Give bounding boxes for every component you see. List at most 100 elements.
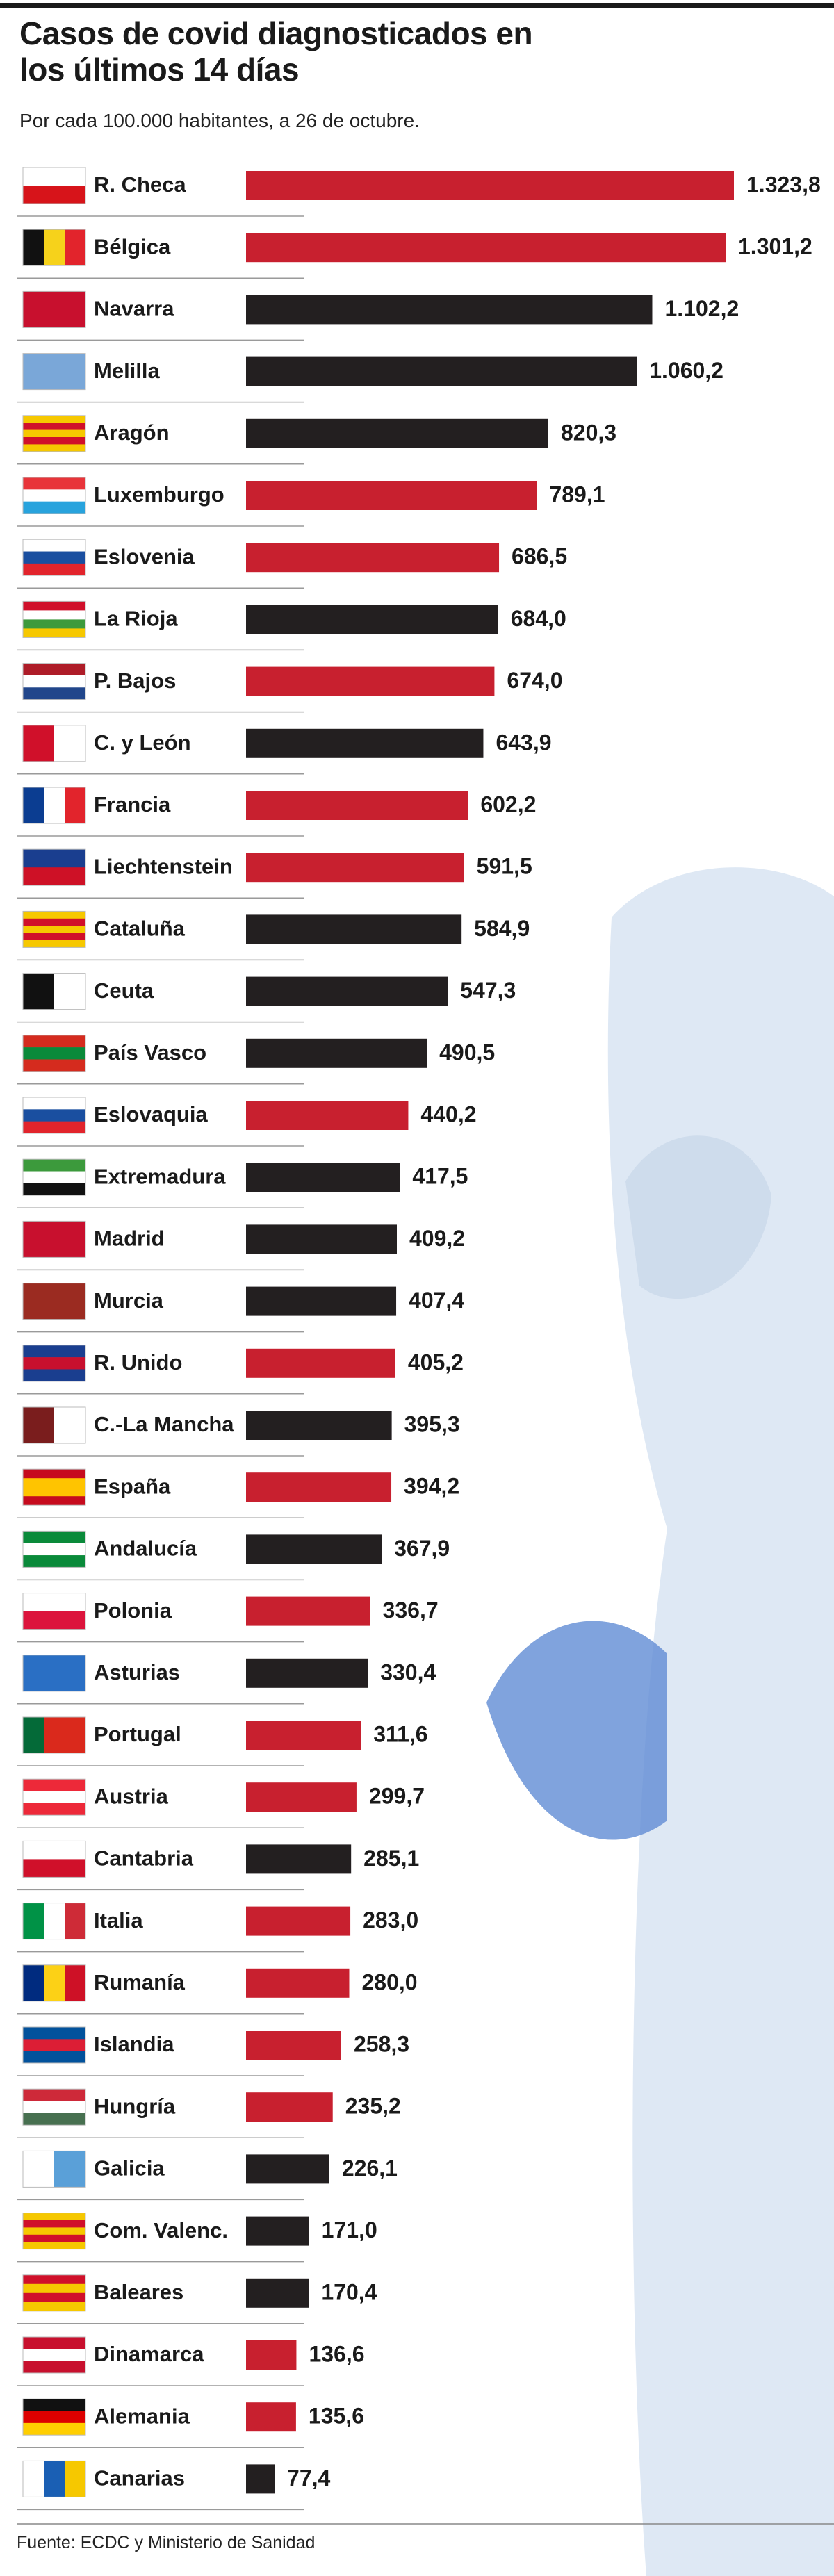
- bar: [246, 481, 537, 510]
- flag-border: [22, 353, 86, 391]
- source-note: Fuente: ECDC y Ministerio de Sanidad: [17, 2533, 316, 2552]
- flag-stripe: [23, 1903, 44, 1939]
- bar: [246, 1968, 350, 1998]
- flag-border: [22, 1964, 86, 2002]
- flag-stripe: [23, 1035, 85, 1048]
- flag-stripe: [23, 1496, 85, 1506]
- flag-border: [22, 415, 86, 452]
- flag-stripe: [23, 1047, 85, 1060]
- category-label: Portugal: [94, 1722, 181, 1746]
- flag-stripe: [23, 167, 85, 186]
- flag-stripe: [23, 429, 85, 438]
- bar: [246, 2402, 296, 2432]
- value-label: 602,2: [480, 791, 536, 817]
- flag-stripe: [23, 2213, 85, 2221]
- flag-stripe: [23, 1221, 85, 1258]
- flag-border: [22, 1903, 86, 1940]
- flag-stripe: [23, 2422, 85, 2436]
- category-label: Eslovenia: [94, 544, 195, 568]
- value-label: 1.301,2: [738, 234, 812, 259]
- value-label: 547,3: [460, 978, 516, 1003]
- flag-stripe: [23, 1121, 85, 1134]
- row: Murcia 407,4: [17, 1283, 464, 1333]
- flag-stripe: [23, 2151, 55, 2188]
- category-label: Galicia: [94, 2156, 165, 2181]
- bar: [246, 1472, 392, 1502]
- flag-stripe: [23, 1841, 85, 1860]
- bar: [246, 1906, 351, 1936]
- row: Cantabria 285,1: [17, 1840, 419, 1891]
- flag-stripe: [23, 1171, 85, 1184]
- bar: [246, 791, 468, 820]
- flag-stripe: [23, 2399, 85, 2411]
- row: País Vasco 490,5: [17, 1035, 495, 1085]
- flag-stripe: [23, 687, 85, 700]
- flag-stripe: [23, 911, 85, 919]
- category-label: Navarra: [94, 297, 174, 321]
- bar: [246, 1844, 352, 1874]
- flag-border: [22, 600, 86, 638]
- flag-stripe: [23, 2234, 85, 2242]
- row: Baleares 170,4: [17, 2274, 377, 2324]
- flag-border: [22, 1035, 86, 1072]
- value-label: 283,0: [363, 1908, 418, 1933]
- flag-border: [22, 1097, 86, 1134]
- flag-stripe: [23, 2302, 85, 2312]
- flag-stripe: [65, 2461, 86, 2497]
- category-label: España: [94, 1474, 171, 1498]
- value-label: 336,7: [383, 1598, 439, 1623]
- flag-stripe: [23, 444, 85, 452]
- category-label: Rumanía: [94, 1970, 186, 1994]
- value-label: 407,4: [409, 1288, 464, 1313]
- bar: [246, 2216, 309, 2246]
- bar: [246, 418, 548, 448]
- category-label: Eslovaquia: [94, 1102, 208, 1126]
- flag-border: [22, 2150, 86, 2188]
- flag-stripe: [23, 1345, 85, 1358]
- flag-stripe: [23, 675, 85, 688]
- value-label: 417,5: [412, 1164, 468, 1189]
- category-label: Melilla: [94, 359, 161, 383]
- flag-stripe: [44, 1964, 65, 2001]
- bar: [246, 1163, 400, 1192]
- row: Islandia 258,3: [17, 2026, 409, 2076]
- flag-stripe: [23, 610, 85, 620]
- flag-stripe: [23, 291, 85, 328]
- value-label: 235,2: [345, 2094, 401, 2119]
- flag-border: [22, 2398, 86, 2436]
- value-label: 280,0: [361, 1969, 417, 1994]
- bar: [246, 1411, 392, 1440]
- flag-border: [22, 2336, 86, 2374]
- value-label: 409,2: [409, 1226, 465, 1251]
- bar: [246, 1596, 370, 1626]
- category-label: C.-La Mancha: [94, 1412, 234, 1436]
- flag-stripe: [65, 1964, 86, 2001]
- flag-stripe: [65, 229, 86, 266]
- bar: [246, 2031, 341, 2060]
- flag-border: [22, 1158, 86, 1196]
- flag-stripe: [23, 926, 85, 933]
- flag-stripe: [23, 601, 85, 611]
- flag-border: [22, 1406, 86, 1444]
- flag-stripe: [23, 1487, 85, 1497]
- category-label: Canarias: [94, 2466, 185, 2491]
- value-label: 135,6: [309, 2404, 364, 2429]
- flag-stripe: [23, 1611, 85, 1630]
- category-label: Polonia: [94, 1598, 172, 1623]
- value-label: 584,9: [474, 916, 530, 941]
- bar: [246, 1534, 382, 1564]
- flag-stripe: [23, 973, 55, 1010]
- row: Francia 602,2: [17, 787, 536, 837]
- row: Asturias 330,4: [17, 1655, 436, 1705]
- flag-stripe: [23, 918, 85, 926]
- row: Portugal 311,6: [17, 1716, 428, 1766]
- flag-stripe: [23, 1717, 44, 1753]
- flag-stripe: [23, 539, 85, 552]
- flag-stripe: [23, 2227, 85, 2235]
- flag-stripe: [44, 1903, 65, 1939]
- flag-stripe: [23, 477, 85, 490]
- bar: [246, 1038, 427, 1068]
- flag-stripe: [23, 1531, 85, 1544]
- flag-stripe: [23, 1859, 85, 1878]
